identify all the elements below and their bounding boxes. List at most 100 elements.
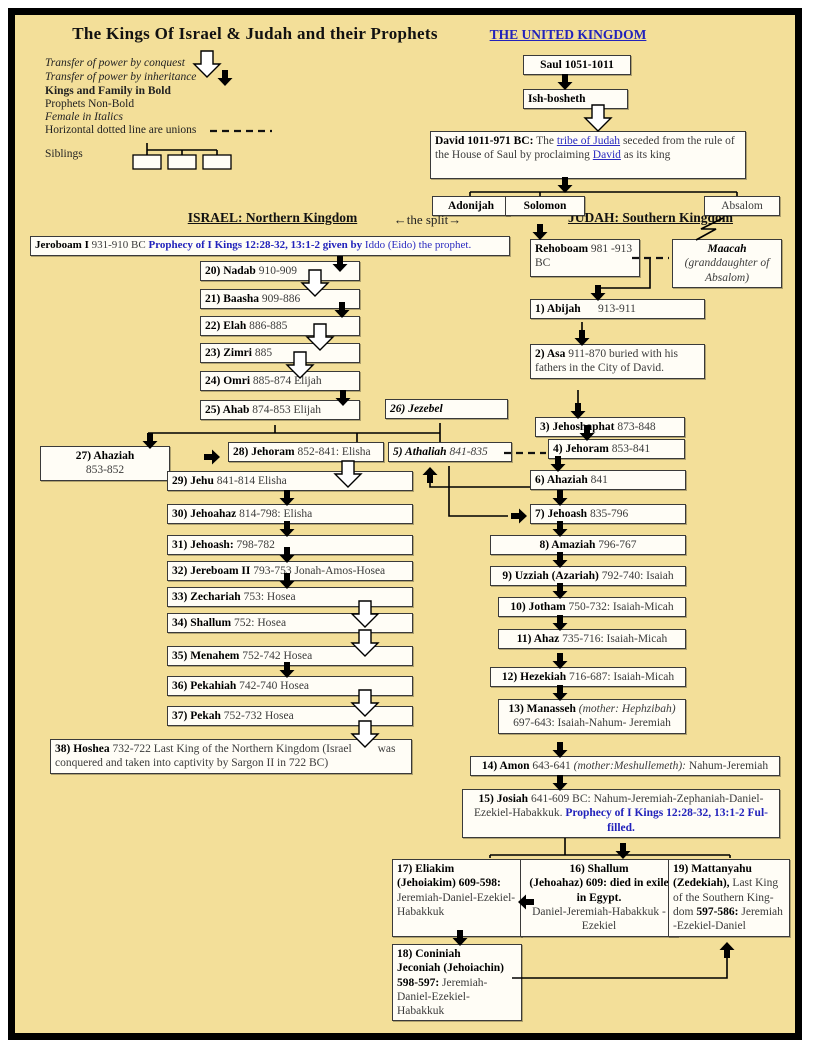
box-king-30-jehoahaz: 30) Jehoahaz 814-798: Elisha (167, 504, 413, 525)
text-segment: Absalom (721, 200, 763, 212)
box-king-2-asa: 2) Asa 911-870 buried with his fathers i… (530, 344, 705, 379)
box-king-23-zimri: 23) Zimri 885 (200, 343, 360, 364)
israel-kingdom-header: ISRAEL: Northern Kingdom (187, 210, 358, 225)
text-segment: Iddo (Eido) the prophet. (364, 239, 472, 251)
text-segment: 21) Baasha (205, 293, 262, 305)
box-king-36-pekahiah: 36) Pekahiah 742-740 Hosea (167, 676, 413, 697)
legend-unions-label: Horizontal dotted line are unions (45, 124, 197, 136)
box-king-8-amaziah: 8) Amaziah 796-767 (490, 535, 686, 556)
text-segment: 1) Abijah (535, 303, 581, 315)
text-segment: 29) Jehu (172, 475, 217, 487)
text-segment: 752-732 Hosea (223, 710, 294, 722)
text-segment: 23) Zimri (205, 347, 255, 359)
text-segment: (granddaughter of Absalom) (684, 257, 770, 284)
inline-link[interactable]: tribe of Judah (556, 135, 621, 147)
box-king-18-coniniah: 18) Coniniah Jeconiah (Jehoiachin) 598-597… (392, 944, 522, 1022)
text-segment: (Jehoiakim) 609-598: (397, 877, 501, 890)
text-segment: 6) Ahaziah (535, 474, 591, 486)
text-segment: 10) Jotham (510, 601, 569, 613)
text-segment: 735-716: Isaiah-Micah (562, 633, 668, 645)
text-segment: 885-874 Elijah (252, 375, 322, 387)
box-king-29-jehu: 29) Jehu 841-814 Elisha (167, 471, 413, 492)
text-segment: Solomon (523, 200, 567, 212)
box-king-7-jehoash: 7) Jehoash 835-796 (530, 504, 686, 525)
text-segment: 885 (254, 347, 273, 359)
text-segment: 852-841: Elisha (297, 446, 371, 458)
box-king-16-shallum: 16) Shallum (Jehoahaz) 609: died in exile… (520, 859, 678, 937)
text-segment: 796-767 (598, 539, 637, 551)
box-queen-5-athaliah: 5) Athaliah 841-835 (388, 442, 512, 463)
page-title: The Kings Of Israel & Judah and their Pr… (72, 24, 438, 43)
box-king-13-manasseh: 13) Manasseh (mother: Hephzibah) 697-643:… (498, 699, 686, 734)
box-king-4-jehoram: 4) Jehoram 853-841 (548, 439, 685, 460)
text-segment: 841-814 Elisha (216, 475, 287, 487)
text-segment: 732-722 Last King of the Northern Kingdo… (55, 743, 396, 770)
text-segment: 17) Eliakim (397, 863, 455, 875)
text-segment: Jeremiah -Ezekiel-Daniel (673, 905, 783, 932)
text-segment: 36) Pekahiah (172, 680, 240, 692)
box-king-21-baasha: 21) Baasha 909-886 (200, 289, 360, 310)
text-segment: The (533, 135, 557, 147)
text-segment: Prophecy of I Kings 12:28-32, 13:1-2 giv… (148, 239, 365, 251)
text-segment: 841 (590, 474, 608, 486)
legend-siblings-label: Siblings (45, 148, 83, 160)
box-king-34-shallum: 34) Shallum 752: Hosea (167, 613, 413, 634)
text-segment: 598-597: (397, 976, 440, 989)
text-segment: 9) Uzziah (Azariah) (502, 570, 602, 582)
text-segment: 742-740 Hosea (239, 680, 310, 692)
text-segment: 910-909 (258, 265, 298, 277)
text-segment: 33) Zechariah (172, 591, 244, 603)
text-segment: 5) Athaliah (393, 446, 450, 458)
text-segment: 8) Amaziah (539, 539, 599, 551)
text-segment: as its king (620, 149, 671, 162)
text-segment: 30) Jehoahaz (172, 508, 240, 520)
text-segment: 752: Hosea (234, 617, 287, 629)
text-segment: (Jehoahaz) 609: died in exile in Egypt. (529, 877, 669, 904)
inline-link[interactable]: David (592, 149, 621, 162)
text-segment: Adonijah (447, 200, 495, 212)
text-segment: 853-852 (85, 464, 125, 477)
legend-female-label: Female in Italics (45, 111, 123, 123)
text-segment: 2) Asa (535, 348, 569, 360)
text-segment: 16) Shallum (569, 863, 629, 875)
box-king-25-ahab: 25) Ahab 874-853 Elijah (200, 400, 360, 421)
text-segment: 12) Hezekiah (501, 671, 569, 683)
box-king-1-abijah: 1) Abijah 913-911 (530, 299, 705, 320)
text-segment: 874-853 Elijah (252, 404, 321, 416)
legend-kings-bold-label: Kings and Family in Bold (45, 85, 171, 97)
text-segment: 14) Amon (481, 760, 533, 772)
text-segment: Saul 1051-1011 (540, 59, 614, 71)
text-segment: 19) Mattanyahu (673, 863, 752, 875)
text-segment: 26) Jezebel (390, 403, 443, 415)
box-king-14-amon: 14) Amon 643-641 (mother:Meshullemeth): … (470, 756, 780, 777)
text-segment: 34) Shallum (172, 617, 234, 629)
text-segment: 792-740: Isaiah (601, 570, 674, 582)
text-segment: 15) Josiah (478, 793, 531, 805)
text-segment: 913-911 (580, 303, 636, 315)
judah-kingdom-header: JUDAH: Southern Kingdom (567, 210, 734, 225)
text-segment: (mother:Meshullemeth): (573, 760, 687, 772)
text-segment: seceded from the rule of the House of Sa… (435, 135, 735, 162)
text-segment: 7) Jehoash (535, 508, 590, 520)
text-segment: 841-835 (449, 446, 488, 458)
text-segment: 20) Nadab (205, 265, 259, 277)
text-segment: Nahum-Jeremiah (686, 760, 769, 772)
text-segment: 13) Manasseh (508, 703, 579, 715)
text-segment: 793-753 Jonah-Amos-Hosea (253, 565, 386, 577)
box-king-6-ahaziah: 6) Ahaziah 841 (530, 470, 686, 491)
box-king-10-jotham: 10) Jotham 750-732: Isaiah-Micah (498, 597, 686, 618)
text-segment: 38) Hoshea (55, 743, 113, 755)
text-segment: 886-885 (249, 320, 288, 332)
text-segment: 697-643: Isaiah-Nahum- Jeremiah (513, 717, 671, 730)
text-segment: Ish-bosheth (528, 93, 586, 105)
box-king-20-nadab: 20) Nadab 910-909 (200, 261, 360, 282)
text-segment: (mother: Hephzibah) (578, 703, 676, 715)
text-segment: 24) Omri (205, 375, 253, 387)
text-segment: 28) Jehoram (233, 446, 298, 458)
legend-prophets-label: Prophets Non-Bold (45, 98, 135, 110)
text-segment: 25) Ahab (205, 404, 253, 416)
united-kingdom-header-link[interactable]: THE UNITED KINGDOM (489, 27, 647, 42)
box-adonijah: Adonijah (432, 196, 510, 217)
text-segment: 931-910 BC (91, 239, 149, 251)
box-maacah: Maacah (granddaughter of Absalom) (672, 239, 782, 288)
